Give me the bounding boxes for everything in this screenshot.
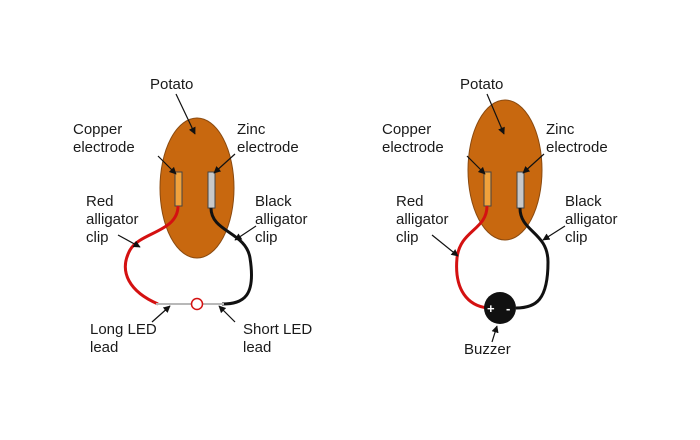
buzzer-minus-sign: - bbox=[506, 301, 510, 316]
black-wire-left bbox=[209, 207, 253, 306]
arrow-red-clip-left bbox=[117, 234, 141, 248]
arrow-zinc-right bbox=[522, 153, 545, 174]
buzzer-plus-sign: + bbox=[487, 301, 495, 316]
label-copper-electrode-left: Copper electrode bbox=[73, 121, 135, 156]
label-zinc-electrode-left: Zinc electrode bbox=[237, 121, 299, 156]
label-zinc-electrode-right: Zinc electrode bbox=[546, 121, 608, 156]
label-buzzer: Buzzer bbox=[464, 341, 511, 358]
copper-electrode-left bbox=[174, 171, 183, 207]
zinc-electrode-right bbox=[516, 171, 525, 209]
black-wire-right bbox=[515, 207, 550, 310]
label-potato-right: Potato bbox=[460, 76, 504, 93]
arrow-copper-right bbox=[466, 155, 486, 175]
label-red-clip-right: Red alligator clip bbox=[396, 193, 449, 246]
zinc-electrode-left bbox=[207, 171, 216, 209]
copper-electrode-right bbox=[483, 171, 492, 207]
arrow-red-clip-right bbox=[431, 234, 459, 257]
label-red-clip-left: Red alligator clip bbox=[86, 193, 139, 246]
arrow-potato-right bbox=[486, 93, 505, 135]
led-circuit bbox=[117, 93, 257, 323]
arrow-black-clip-right bbox=[542, 225, 566, 241]
arrow-potato-left bbox=[175, 93, 196, 135]
red-wire-left bbox=[123, 205, 180, 306]
label-potato-left: Potato bbox=[150, 76, 194, 93]
buzzer bbox=[484, 292, 516, 324]
label-copper-electrode-right: Copper electrode bbox=[382, 121, 444, 156]
label-long-led-lead: Long LED lead bbox=[90, 321, 157, 356]
arrow-short-lead bbox=[218, 305, 236, 323]
label-short-led-lead: Short LED lead bbox=[243, 321, 313, 356]
arrow-copper-left bbox=[157, 155, 177, 175]
label-black-clip-right: Black alligator clip bbox=[565, 193, 618, 246]
arrow-black-clip-left bbox=[234, 225, 257, 241]
arrow-long-lead bbox=[151, 305, 171, 323]
arrow-buzzer bbox=[491, 325, 499, 343]
led-bulb bbox=[190, 297, 204, 311]
buzzer-circuit: + - bbox=[431, 93, 566, 343]
arrow-zinc-left bbox=[213, 153, 236, 174]
label-black-clip-left: Black alligator clip bbox=[255, 193, 308, 246]
potato-right bbox=[467, 99, 543, 241]
potato-left bbox=[159, 117, 235, 259]
red-wire-right bbox=[455, 205, 489, 310]
